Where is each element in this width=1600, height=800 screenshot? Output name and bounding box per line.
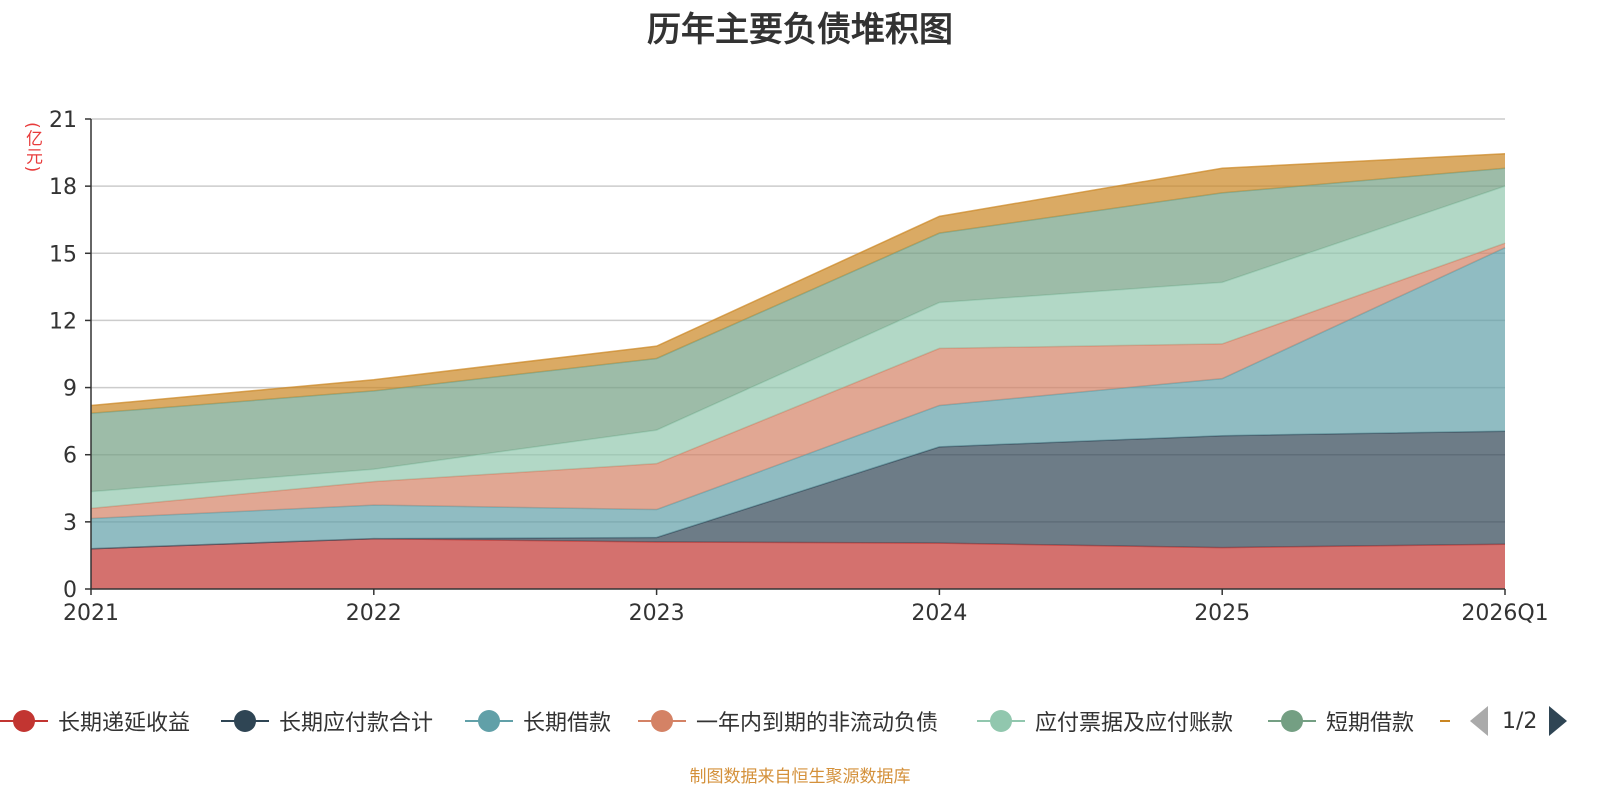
legend: 长期递延收益 长期应付款合计 长期借款 一年内到期的非流动负债 应付票据及应付账款 短期借…	[0, 703, 1600, 739]
area-series-2	[91, 247, 1505, 549]
legend-marker-icon	[221, 703, 269, 739]
legend-marker-dot	[234, 710, 256, 732]
pager-next-icon[interactable]	[1549, 706, 1568, 736]
legend-marker-dot	[13, 710, 35, 732]
legend-marker-line	[1440, 720, 1450, 722]
area-series	[90, 152, 1506, 589]
y-axis-unit-label: (亿元)	[22, 122, 42, 174]
legend-item[interactable]: 一年内到期的非流动负债	[638, 703, 938, 739]
y-tick-label: 15	[49, 242, 77, 267]
legend-item[interactable]: 短期借款	[1268, 703, 1414, 739]
legend-label: 短期借款	[1326, 711, 1415, 736]
x-tick-label: 2024	[911, 601, 967, 626]
legend-label: 一年内到期的非流动负债	[696, 711, 939, 736]
legend-marker-icon	[638, 703, 686, 739]
area-series-0	[91, 538, 1505, 589]
legend-marker-icon	[0, 703, 48, 739]
axes: 0 3 6 9 12 15 18 21 2021 2022 2023 2024 2025 2026Q1	[49, 108, 1549, 626]
legend-label: 长期应付款合计	[279, 711, 434, 736]
area-series-5	[91, 168, 1505, 492]
x-tick-label: 2026Q1	[1461, 601, 1548, 626]
chart-title: 历年主要负债堆积图	[647, 10, 953, 50]
legend-marker-dot	[1281, 710, 1303, 732]
stacked-area-chart: 0 3 6 9 12 15 18 21 2021 2022 2023 2024 2025 2026Q1	[49, 108, 1549, 626]
legend-pager: 1/2	[1470, 703, 1568, 739]
y-tick-label: 3	[63, 511, 77, 536]
area-series-1	[91, 431, 1505, 549]
legend-item[interactable]	[1430, 703, 1478, 739]
legend-marker-icon	[1430, 703, 1478, 739]
y-tick-label: 18	[49, 175, 77, 200]
legend-marker-dot	[651, 710, 673, 732]
legend-item[interactable]: 长期应付款合计	[221, 703, 433, 739]
x-tick-label: 2023	[629, 601, 685, 626]
legend-marker-icon	[465, 703, 513, 739]
y-tick-label: 6	[63, 444, 77, 469]
legend-item[interactable]: 长期借款	[465, 703, 611, 739]
legend-item[interactable]: 长期递延收益	[0, 703, 190, 739]
legend-marker-icon	[1268, 703, 1316, 739]
data-source-note: 制图数据来自恒生聚源数据库	[689, 767, 911, 787]
legend-label: 长期递延收益	[58, 711, 191, 736]
pager-prev-icon[interactable]	[1470, 706, 1488, 736]
legend-item[interactable]: 应付票据及应付账款	[977, 703, 1233, 739]
x-tick-label: 2022	[346, 601, 402, 626]
y-tick-label: 9	[63, 377, 77, 402]
legend-marker-dot	[990, 710, 1012, 732]
legend-marker-dot	[478, 710, 500, 732]
y-tick-label: 0	[63, 578, 77, 603]
legend-label: 长期借款	[523, 711, 612, 736]
legend-label: 应付票据及应付账款	[1035, 711, 1234, 736]
x-tick-label: 2025	[1194, 601, 1250, 626]
y-tick-label: 12	[49, 309, 77, 334]
legend-marker-icon	[977, 703, 1025, 739]
y-tick-label: 21	[49, 108, 77, 133]
x-tick-label: 2021	[63, 601, 119, 626]
pager-label: 1/2	[1502, 708, 1538, 734]
area-series-6	[91, 153, 1505, 414]
area-series-6-edge	[90, 152, 1506, 407]
